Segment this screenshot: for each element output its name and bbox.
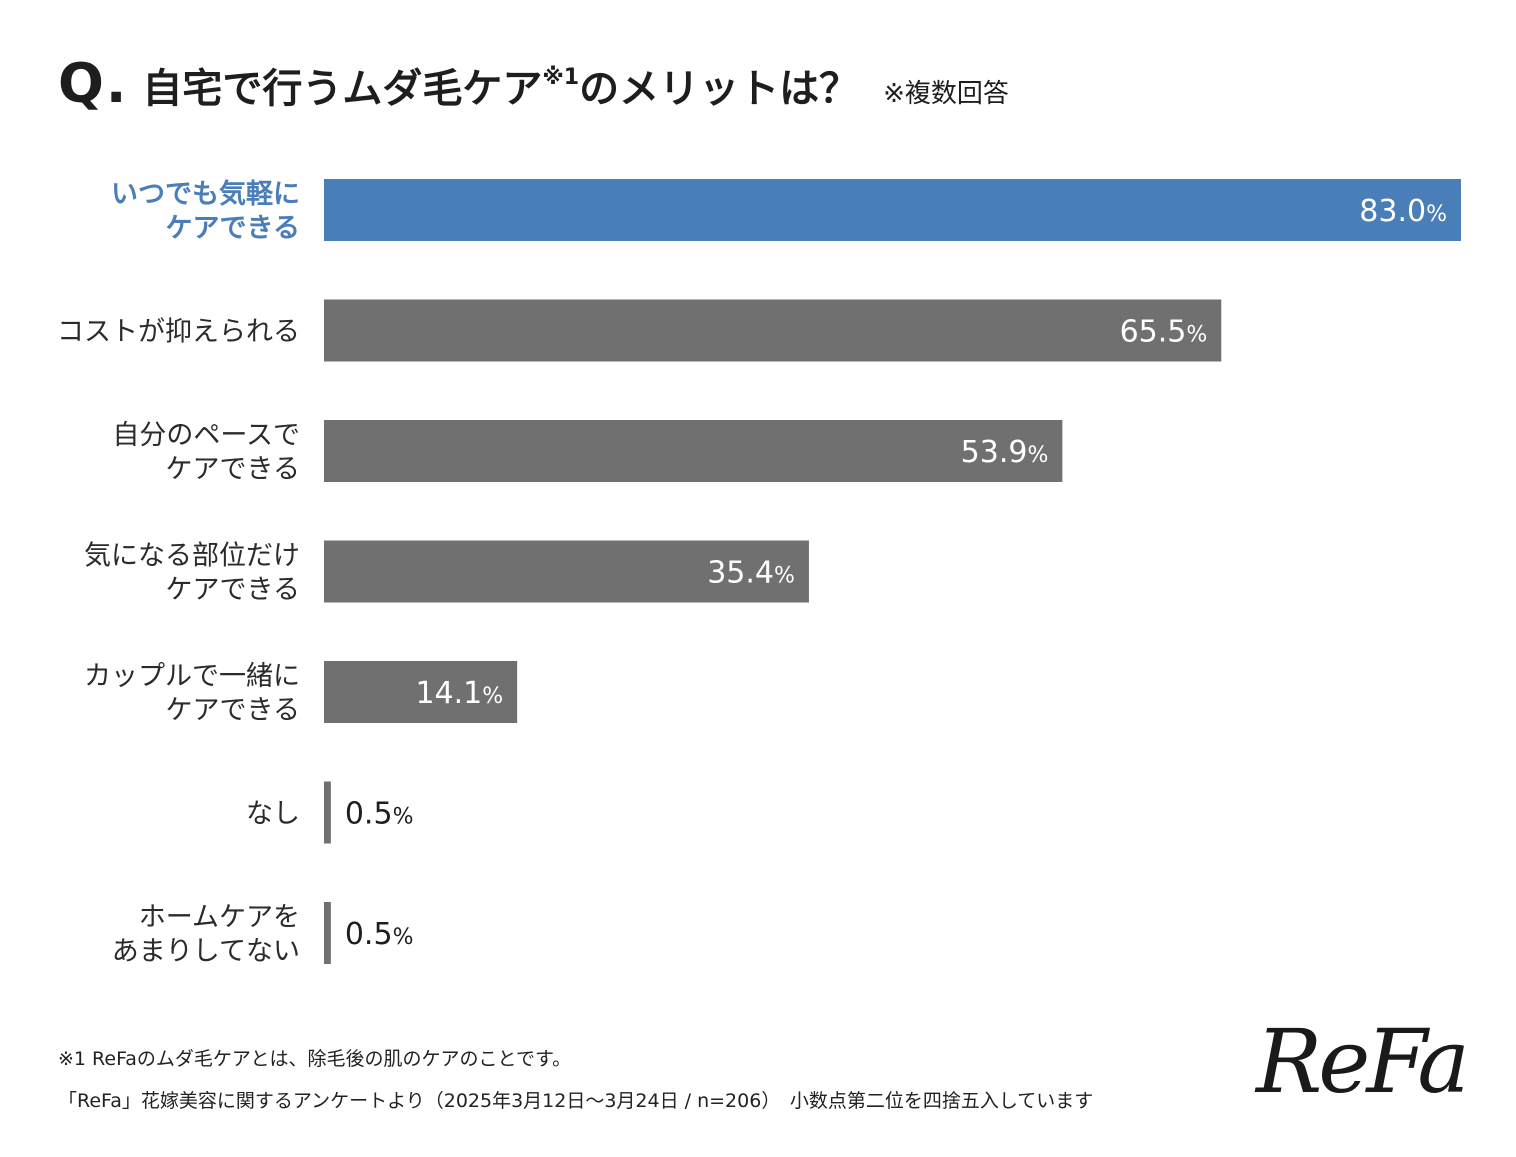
category-label-5-0: なし xyxy=(246,799,300,830)
value-unit-0: % xyxy=(1426,202,1447,227)
value-unit-1: % xyxy=(1186,323,1207,348)
refa-logo: ReFa xyxy=(1256,1010,1470,1113)
bar-6 xyxy=(324,902,331,964)
value-unit-5: % xyxy=(393,805,414,830)
bar-3 xyxy=(324,540,809,603)
category-label-6-0: ホームケアを xyxy=(139,902,300,933)
question-mark-label: Q. xyxy=(58,52,129,115)
category-label-4-0: カップルで一緒に xyxy=(84,661,300,692)
category-label-3-1: ケアできる xyxy=(166,575,300,606)
bar-2 xyxy=(324,420,1063,482)
value-unit-4: % xyxy=(482,684,503,709)
bar-5 xyxy=(324,781,331,844)
value-label-3: 35.4% xyxy=(707,556,795,591)
category-label-0-1: ケアできる xyxy=(166,213,300,244)
value-unit-6: % xyxy=(393,925,414,950)
bar-0 xyxy=(324,179,1461,241)
multiple-answer-note: ※複数回答 xyxy=(883,79,1009,109)
value-label-5: 0.5% xyxy=(345,797,414,832)
category-label-0-0: いつでも気軽に xyxy=(111,178,300,210)
category-label-2-0: 自分のペースで xyxy=(112,420,300,451)
category-label-1-0: コストが抑えられる xyxy=(57,317,300,348)
category-label-3-0: 気になる部位だけ xyxy=(84,541,300,572)
question-footnote-ref: ※1 xyxy=(542,65,580,90)
category-label-4-1: ケアできる xyxy=(166,695,300,726)
footnote-1: ※1 ReFaのムダ毛ケアとは、除毛後の肌のケアのことです。 xyxy=(58,1048,572,1070)
value-unit-2: % xyxy=(1027,443,1048,468)
footnote-source: 「ReFa」花嫁美容に関するアンケートより（2025年3月12日〜3月24日 /… xyxy=(58,1090,1094,1112)
question-text: 自宅で行うムダ毛ケア※1のメリットは？ xyxy=(142,65,860,112)
category-label-2-1: ケアできる xyxy=(166,454,300,485)
question-text-main: 自宅で行うムダ毛ケア xyxy=(142,66,543,112)
category-label-6-1: あまりしてない xyxy=(112,936,300,967)
question-text-end: のメリットは？ xyxy=(579,66,860,112)
bar-1 xyxy=(324,299,1222,362)
value-label-6: 0.5% xyxy=(345,917,414,952)
value-label-0: 83.0% xyxy=(1359,194,1447,229)
chart-title: Q. 自宅で行うムダ毛ケア※1のメリットは？ ※複数回答 xyxy=(58,52,1009,115)
bar-4 xyxy=(324,661,518,723)
value-unit-3: % xyxy=(774,564,795,589)
